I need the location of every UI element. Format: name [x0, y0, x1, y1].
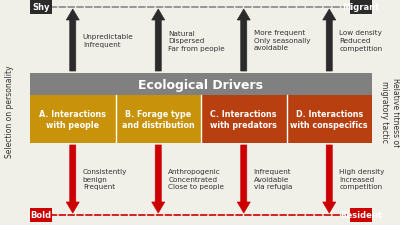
Text: B. Forage type
and distribution: B. Forage type and distribution: [122, 109, 195, 130]
Text: Low density
Reduced
competition: Low density Reduced competition: [339, 30, 382, 51]
Bar: [116, 96, 201, 143]
Polygon shape: [323, 145, 336, 213]
Bar: [30, 74, 372, 96]
Text: Relative fitness of
migratory tactic: Relative fitness of migratory tactic: [380, 77, 400, 146]
Text: D. Interactions
with conspecifics: D. Interactions with conspecifics: [290, 109, 368, 130]
Text: Shy: Shy: [32, 3, 50, 12]
Text: Migrant: Migrant: [342, 3, 380, 12]
Bar: [201, 96, 286, 143]
Text: Bold: Bold: [30, 211, 52, 220]
Polygon shape: [152, 10, 165, 72]
Text: Ecological Drivers: Ecological Drivers: [138, 78, 264, 91]
Bar: [286, 96, 372, 143]
Polygon shape: [66, 10, 79, 72]
Bar: [350, 1, 372, 15]
Polygon shape: [323, 10, 336, 72]
Text: Consistently
benign
Frequent: Consistently benign Frequent: [83, 169, 127, 190]
Text: Resident: Resident: [340, 211, 382, 220]
Polygon shape: [152, 145, 165, 213]
Polygon shape: [66, 145, 79, 213]
Text: High density
Increased
competition: High density Increased competition: [339, 169, 385, 190]
Bar: [30, 208, 52, 222]
Text: More frequent
Only seasonally
avoidable: More frequent Only seasonally avoidable: [254, 30, 310, 51]
Bar: [30, 1, 52, 15]
Text: Selection on personality: Selection on personality: [6, 65, 14, 158]
Text: A. Interactions
with people: A. Interactions with people: [39, 109, 106, 130]
Bar: [30, 96, 116, 143]
Text: Natural
Dispersed
Far from people: Natural Dispersed Far from people: [168, 30, 225, 51]
Text: Unpredictable
Infrequent: Unpredictable Infrequent: [83, 34, 134, 47]
Text: Infrequent
Avoidable
via refugia: Infrequent Avoidable via refugia: [254, 169, 292, 190]
Text: Anthropogenic
Concentrated
Close to people: Anthropogenic Concentrated Close to peop…: [168, 169, 224, 190]
Text: C. Interactions
with predators: C. Interactions with predators: [210, 109, 277, 130]
Bar: [350, 208, 372, 222]
Polygon shape: [237, 10, 250, 72]
Polygon shape: [237, 145, 250, 213]
